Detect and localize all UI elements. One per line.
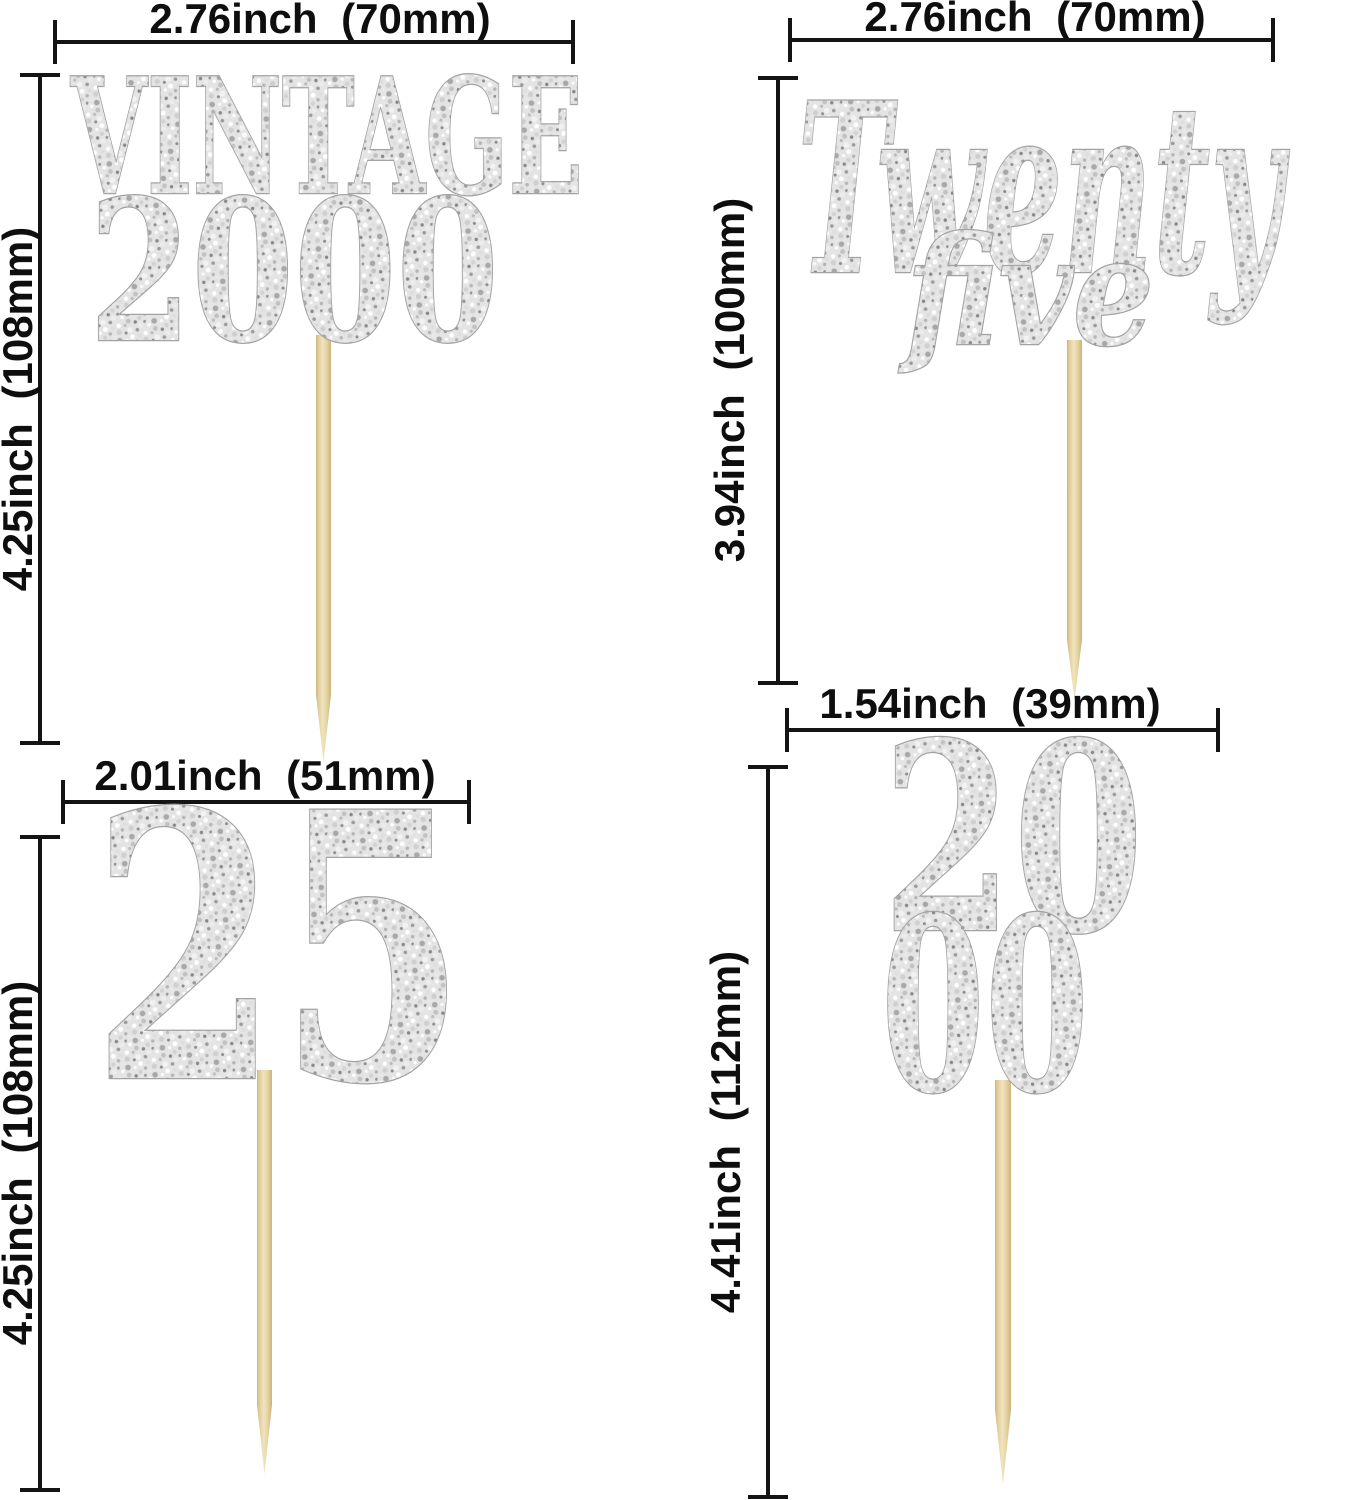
glitter-text-00: 00 (881, 865, 1089, 1147)
glitter-text-twenty: Twenty (798, 52, 1290, 328)
glitter-text-20: 20 (882, 687, 1144, 992)
width-dimension-label: 2.01inch (51mm) (94, 752, 435, 799)
height-dimension-label: 4.25inch (108mm) (0, 981, 41, 1346)
glitter-text-2000: 2000 (89, 157, 499, 386)
width-dimension-label: 2.76inch (70mm) (864, 0, 1205, 40)
topper-number-25: 2.01inch (51mm) 4.25inch (108mm) 25 (0, 731, 471, 1492)
height-dimension-label: 4.41inch (112mm) (702, 951, 749, 1313)
toothpick-stick (995, 1080, 1011, 1484)
height-dimension-label: 4.25inch (108mm) (0, 227, 41, 592)
topper-twenty-five-script: 2.76inch (70mm) 3.94inch (100mm) Twenty … (706, 0, 1291, 700)
height-dimension-label: 3.94inch (100mm) (706, 198, 753, 563)
toothpick-stick (316, 335, 331, 762)
glitter-text-vintage: VINTAGE (70, 43, 583, 231)
toothpick-stick (257, 1070, 272, 1474)
toothpick-stick (1067, 340, 1082, 700)
glitter-text-five: five (898, 204, 1154, 380)
topper-number-2000-stacked: 1.54inch (39mm) 4.41inch (112mm) 20 00 (702, 680, 1220, 1499)
width-dimension-label: 1.54inch (39mm) (819, 680, 1160, 727)
topper-vintage-2000: 2.76inch (70mm) 4.25inch (108mm) VINTAGE… (0, 0, 584, 762)
width-dimension-label: 2.76inch (70mm) (149, 0, 490, 42)
glitter-text-25: 25 (92, 732, 467, 1165)
